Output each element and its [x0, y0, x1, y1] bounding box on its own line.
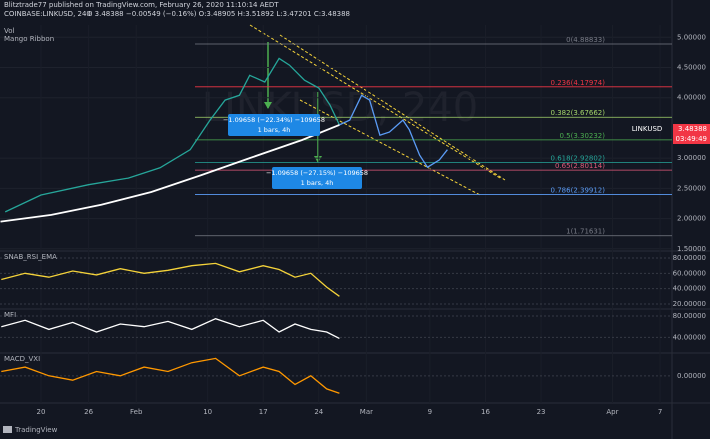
series-line [0, 124, 340, 223]
fib-label: 0.786(2.39912) [551, 186, 606, 194]
y-tick-label: 5.00000 [677, 33, 706, 41]
pane-title: MACD_VXI [4, 355, 40, 363]
y-tick-label: 80.00000 [673, 312, 706, 320]
y-tick-label: 40.00000 [673, 285, 706, 293]
x-tick-label: 17 [259, 408, 268, 416]
fib-label: 0.618(2.92802) [551, 154, 606, 162]
arrow-head [264, 102, 272, 109]
indicator-label: Mango Ribbon [4, 35, 54, 43]
x-tick-label: Apr [606, 408, 618, 416]
y-tick-label: 4.50000 [677, 63, 706, 71]
x-tick-label: Feb [130, 408, 143, 416]
series-line [339, 94, 448, 169]
x-tick-label: 10 [203, 408, 212, 416]
y-tick-label: 40.00000 [673, 333, 706, 341]
logo [3, 426, 12, 433]
x-tick-label: 20 [36, 408, 45, 416]
trend-line [249, 24, 501, 179]
symbol: COINBASE:LINKUSD, 240 [4, 10, 91, 18]
x-tick-label: 26 [84, 408, 93, 416]
pane-title: SNAB_RSI_EMA [4, 253, 57, 261]
footer: TradingView [14, 426, 58, 434]
y-tick-label: 3.00000 [677, 154, 706, 162]
publisher: Blitztrade77 published on TradingView.co… [4, 1, 279, 9]
x-tick-label: 24 [314, 408, 323, 416]
fib-label: 0(4.88833) [566, 36, 605, 44]
annotation-subtext: 1 bars, 4h [301, 179, 334, 187]
annotation-box [228, 114, 320, 136]
y-tick-label: 60.00000 [673, 269, 706, 277]
annotation-text: −1.09658 (−27.15%) −109658 [266, 169, 368, 177]
series-line [1, 357, 340, 394]
x-tick-label: 23 [537, 408, 546, 416]
series-line [4, 57, 340, 213]
y-tick-label: 20.00000 [673, 300, 706, 308]
series-line [1, 262, 340, 297]
price-badge-timer: 03:49:49 [676, 135, 707, 143]
price-badge-symbol: LINKUSD [632, 125, 663, 133]
series-line [1, 318, 340, 339]
quote: 0 3.48388 −0.00549 (−0.16%) O:3.48905 H:… [88, 10, 350, 18]
fib-label: 0.5(3.30232) [559, 132, 605, 140]
annotation-box [272, 167, 362, 189]
y-tick-label: 1.50000 [677, 245, 706, 253]
y-tick-label: 4.00000 [677, 94, 706, 102]
annotation-text: −1.09658 (−22.34%) −109658 [223, 116, 325, 124]
x-tick-label: 7 [658, 408, 662, 416]
fib-label: 1(1.71631) [566, 228, 605, 236]
price-badge-price: 3.48388 [678, 125, 707, 133]
y-tick-label: 2.00000 [677, 215, 706, 223]
y-tick-label: 80.00000 [673, 254, 706, 262]
trend-line [299, 99, 481, 196]
pane-title: MFI [4, 311, 16, 319]
y-tick-label: 2.50000 [677, 184, 706, 192]
x-tick-label: 9 [428, 408, 432, 416]
fib-label: 0.236(4.17974) [551, 79, 606, 87]
fib-label: 0.382(3.67662) [551, 109, 606, 117]
fib-label: 0.65(2.80114) [555, 162, 605, 170]
x-tick-label: 16 [481, 408, 490, 416]
price-badge [673, 124, 710, 144]
x-tick-label: Mar [360, 408, 373, 416]
indicator-label: Vol [4, 27, 15, 35]
y-tick-label: 0.00000 [677, 372, 706, 380]
annotation-subtext: 1 bars, 4h [258, 126, 291, 134]
